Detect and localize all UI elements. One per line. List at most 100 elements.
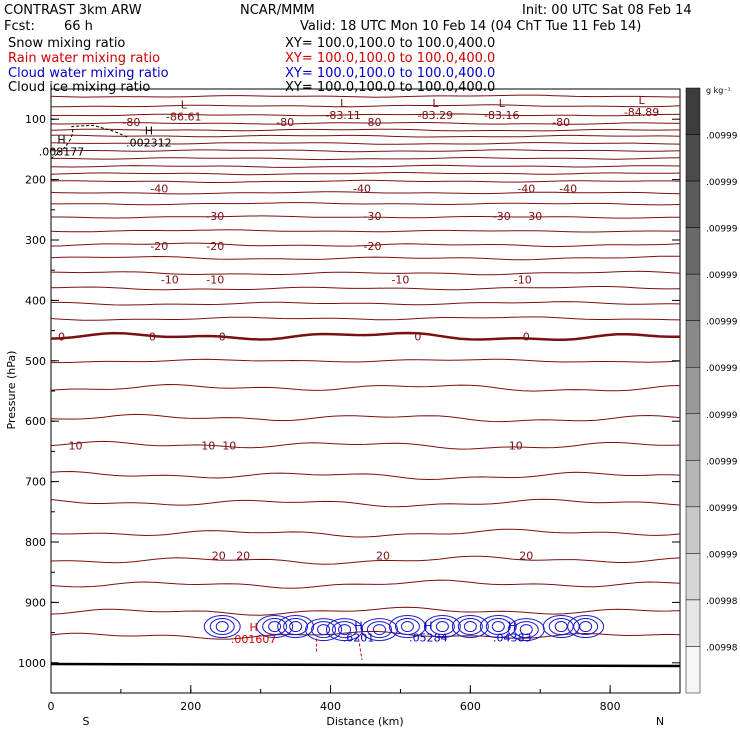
colorbar-label: .00999 <box>706 504 738 514</box>
cloud-water-contour <box>332 621 358 639</box>
cloud-water-contour <box>394 618 420 636</box>
contour-labels: -80 -80 -80 -80 -40 -40 -40 -40 -30 -30 -30 -30 -20 -… <box>58 116 577 562</box>
y-tick-label: 700 <box>25 476 46 489</box>
contour-label: -10 <box>206 273 224 286</box>
cloud-ice-outline <box>50 124 129 159</box>
colorbar-label: .00999 <box>706 225 738 235</box>
plot-frame <box>50 88 681 694</box>
x-tick-label: 0 <box>48 700 55 713</box>
contour-label: -80 <box>364 116 382 129</box>
isotherm-line <box>51 156 681 161</box>
cloud-water-contour <box>366 621 392 639</box>
extremum-marker: H <box>250 621 258 634</box>
init-time: Init: 00 UTC Sat 08 Feb 14 <box>522 3 692 18</box>
field-snow-xy: XY= 100.0,100.0 to 100.0,400.0 <box>285 36 496 51</box>
cloud-water-contour <box>203 615 241 639</box>
cloud-water-contour <box>579 621 593 633</box>
contour-label: -20 <box>206 240 224 253</box>
extremum-value: -84.89 <box>624 106 659 119</box>
extremum-marker: L <box>432 97 439 110</box>
isotherm-line <box>51 149 681 153</box>
field-snow-name: Snow mixing ratio <box>8 36 126 51</box>
contour-label: -30 <box>524 210 542 223</box>
contour-label: -30 <box>364 210 382 223</box>
isotherm-line <box>50 270 681 276</box>
isotherm-line <box>50 316 681 321</box>
center-title: NCAR/MMM <box>240 3 315 18</box>
contour-label: -40 <box>517 183 535 196</box>
isotherm-line <box>50 134 681 138</box>
cloud-water-contour <box>457 618 483 636</box>
cloud-water-contour <box>491 621 505 633</box>
colorbar-label: .00999 <box>706 132 738 142</box>
contour-label: 10 <box>222 439 236 452</box>
colorbar-swatch <box>685 87 701 135</box>
cloud-water-contour <box>400 621 414 633</box>
colorbar-label: .00999 <box>706 271 738 281</box>
colorbar-swatch <box>685 227 701 275</box>
isotherm-line <box>50 229 680 233</box>
isotherm-line <box>50 172 681 176</box>
isotherm-line <box>50 528 681 538</box>
y-tick-label: 1000 <box>18 657 46 670</box>
extremum-value: .04383 <box>493 632 532 645</box>
contour-label: 0 <box>523 331 530 344</box>
isotherm-line <box>51 301 681 306</box>
extremum-value: .002312 <box>126 136 172 149</box>
contour-label: 10 <box>509 439 523 452</box>
extremum-value: -86.61 <box>166 110 201 123</box>
extremum-marker: L <box>181 98 188 111</box>
isotherm-line <box>50 179 681 183</box>
contour-label: 0 <box>219 331 226 344</box>
field-cloud-ice-xy: XY= 100.0,100.0 to 100.0,400.0 <box>285 80 496 95</box>
isotherm-line <box>50 470 681 481</box>
surface-line <box>50 662 681 668</box>
contour-label: 10 <box>68 439 82 452</box>
cloud-water-contour <box>360 618 398 642</box>
colorbar-label: .00999 <box>706 178 738 188</box>
colorbar-swatch <box>685 646 701 694</box>
extremum-value: .6201 <box>343 632 375 645</box>
isotherm-line <box>50 128 681 132</box>
isotherm-line <box>51 358 681 364</box>
cloud-water-contour <box>305 618 343 642</box>
x-tick-label: 600 <box>460 700 481 713</box>
cloud-water-contour <box>573 618 599 636</box>
extremum-marker: H <box>57 133 65 146</box>
temperature-contours <box>50 94 681 640</box>
contour-label: 20 <box>376 549 390 562</box>
isotherm-line <box>50 242 681 248</box>
isotherm-line <box>50 94 680 98</box>
colorbar-swatch <box>685 273 701 321</box>
field-rain-xy: XY= 100.0,100.0 to 100.0,400.0 <box>285 51 496 66</box>
valid-time: Valid: 18 UTC Mon 10 Feb 14 (04 ChT Tue … <box>300 19 642 34</box>
contour-label: 0 <box>149 331 156 344</box>
x-tick-label: 400 <box>320 700 341 713</box>
y-tick-label: 600 <box>25 415 46 428</box>
y-tick-label: 400 <box>25 294 46 307</box>
contour-label: 0 <box>414 331 421 344</box>
isotherm-line <box>50 413 681 423</box>
freezing-level-line <box>50 331 680 342</box>
cloud-water-contour <box>513 621 539 639</box>
axes: 0 200 400 600 800100200300400500600700800900… <box>18 88 681 713</box>
cloud-water-contour <box>567 615 605 639</box>
isotherm-line <box>50 286 681 291</box>
colorbar-swatch <box>685 599 701 647</box>
extremum-marker: H <box>424 620 432 633</box>
isotherm-line <box>50 191 681 195</box>
extremum-value: -83.16 <box>484 109 519 122</box>
y-tick-label: 800 <box>25 536 46 549</box>
x-end-left: S <box>83 715 90 728</box>
colorbar-label: .00999 <box>706 550 738 560</box>
colorbar-swatch <box>685 134 701 182</box>
cloud-water-contour <box>485 618 511 636</box>
contour-label: -20 <box>150 240 168 253</box>
cloud-water-contour <box>289 621 303 633</box>
colorbar-swatch <box>685 366 701 415</box>
field-cloud-water-name: Cloud water mixing ratio <box>8 66 169 81</box>
contour-label: -20 <box>364 240 382 253</box>
isotherm-line <box>50 498 681 508</box>
cloud-water-contour <box>519 624 533 636</box>
